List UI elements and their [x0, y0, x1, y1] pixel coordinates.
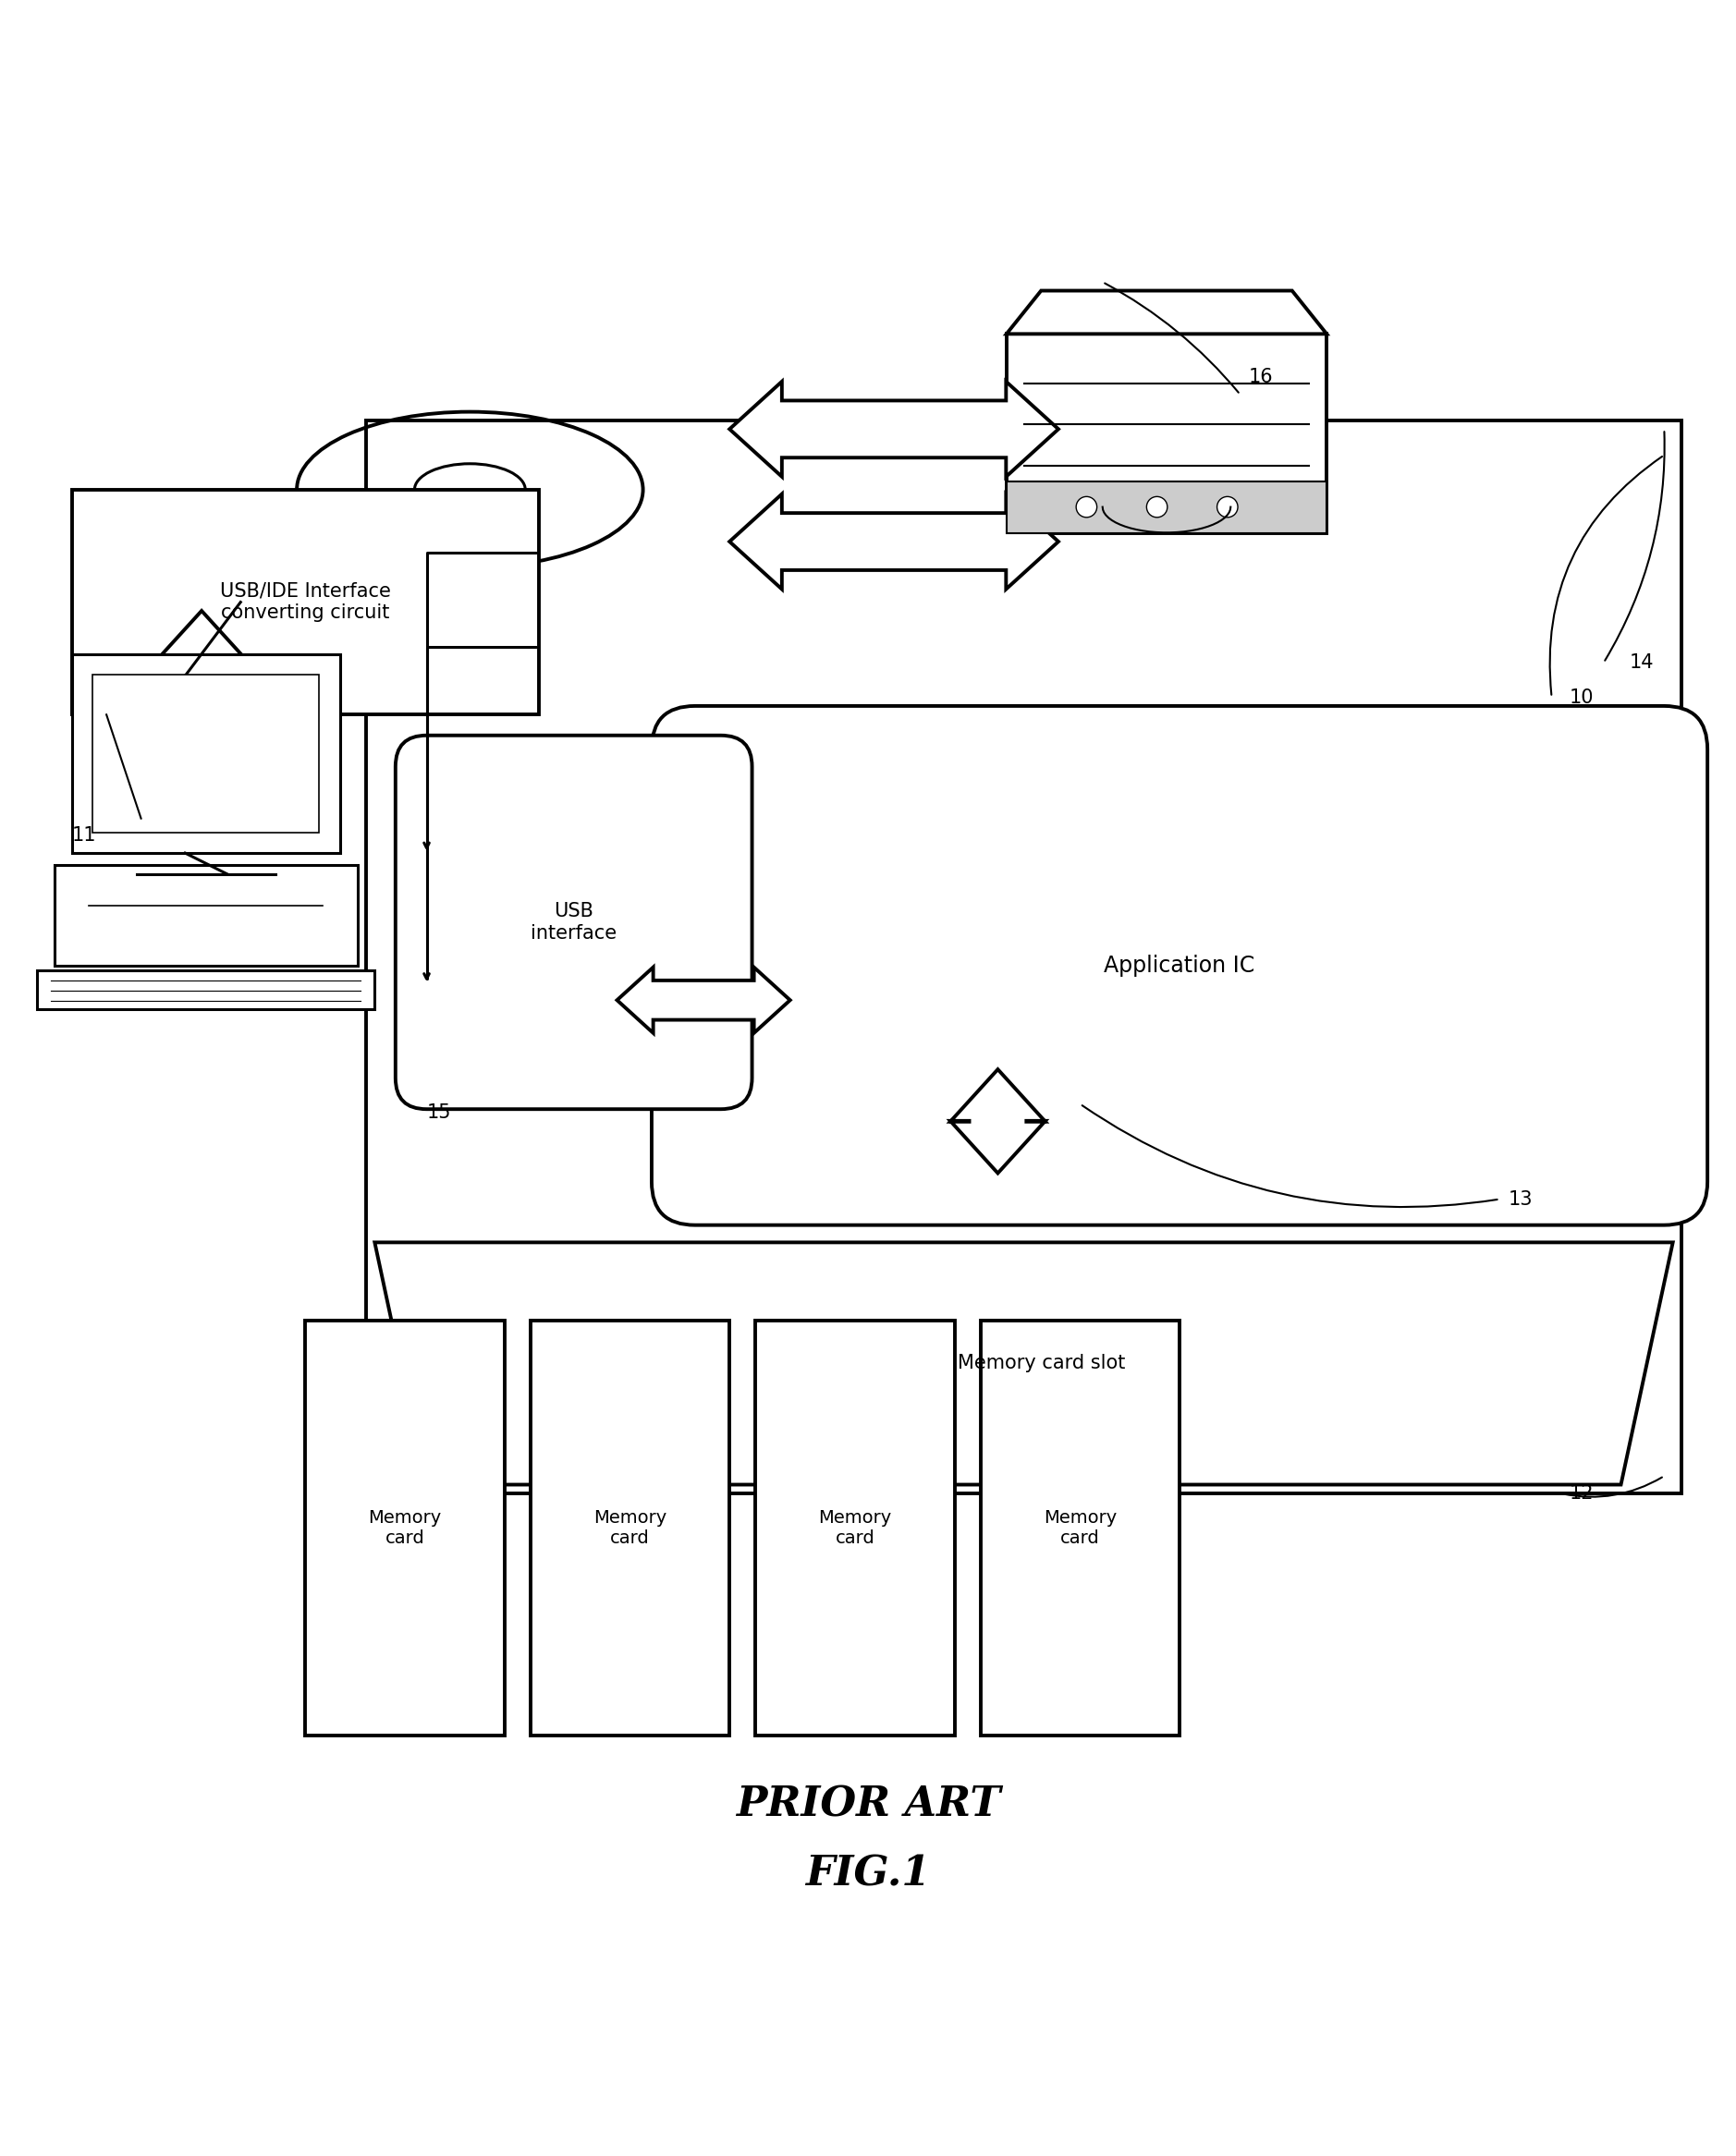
FancyBboxPatch shape: [36, 970, 375, 1009]
FancyBboxPatch shape: [71, 489, 540, 714]
FancyBboxPatch shape: [366, 420, 1682, 1494]
FancyBboxPatch shape: [54, 865, 358, 966]
Polygon shape: [950, 1069, 1045, 1173]
Ellipse shape: [1146, 496, 1167, 517]
Text: 15: 15: [427, 1104, 451, 1121]
FancyBboxPatch shape: [1007, 334, 1326, 533]
Text: 11: 11: [71, 826, 95, 845]
FancyBboxPatch shape: [71, 653, 340, 854]
Polygon shape: [729, 494, 1059, 589]
Polygon shape: [616, 968, 790, 1033]
FancyBboxPatch shape: [396, 735, 752, 1108]
Text: Memory
card: Memory card: [1043, 1509, 1116, 1546]
Text: USB/IDE Interface
converting circuit: USB/IDE Interface converting circuit: [220, 582, 391, 623]
Polygon shape: [137, 610, 267, 819]
Ellipse shape: [1217, 496, 1238, 517]
FancyBboxPatch shape: [651, 705, 1708, 1225]
Text: USB
interface: USB interface: [531, 903, 616, 942]
Text: 13: 13: [1509, 1190, 1533, 1207]
Text: 16: 16: [1248, 369, 1274, 386]
Text: Memory
card: Memory card: [594, 1509, 667, 1546]
Text: Application IC: Application IC: [1104, 955, 1255, 977]
FancyBboxPatch shape: [1007, 481, 1326, 533]
Polygon shape: [375, 1242, 1674, 1485]
FancyBboxPatch shape: [92, 675, 319, 832]
FancyBboxPatch shape: [531, 1319, 729, 1736]
FancyBboxPatch shape: [755, 1319, 955, 1736]
FancyBboxPatch shape: [306, 1319, 505, 1736]
Text: 10: 10: [1569, 688, 1594, 707]
Text: Memory
card: Memory card: [818, 1509, 892, 1546]
Text: PRIOR ART: PRIOR ART: [736, 1785, 1000, 1824]
Text: Memory
card: Memory card: [368, 1509, 441, 1546]
Ellipse shape: [1076, 496, 1097, 517]
Text: 12: 12: [1569, 1483, 1594, 1503]
Text: FIG.1: FIG.1: [806, 1854, 930, 1893]
Polygon shape: [1007, 291, 1326, 334]
Text: 14: 14: [1630, 653, 1654, 673]
Text: Memory card slot: Memory card slot: [957, 1354, 1125, 1373]
FancyBboxPatch shape: [981, 1319, 1179, 1736]
Polygon shape: [729, 382, 1059, 476]
